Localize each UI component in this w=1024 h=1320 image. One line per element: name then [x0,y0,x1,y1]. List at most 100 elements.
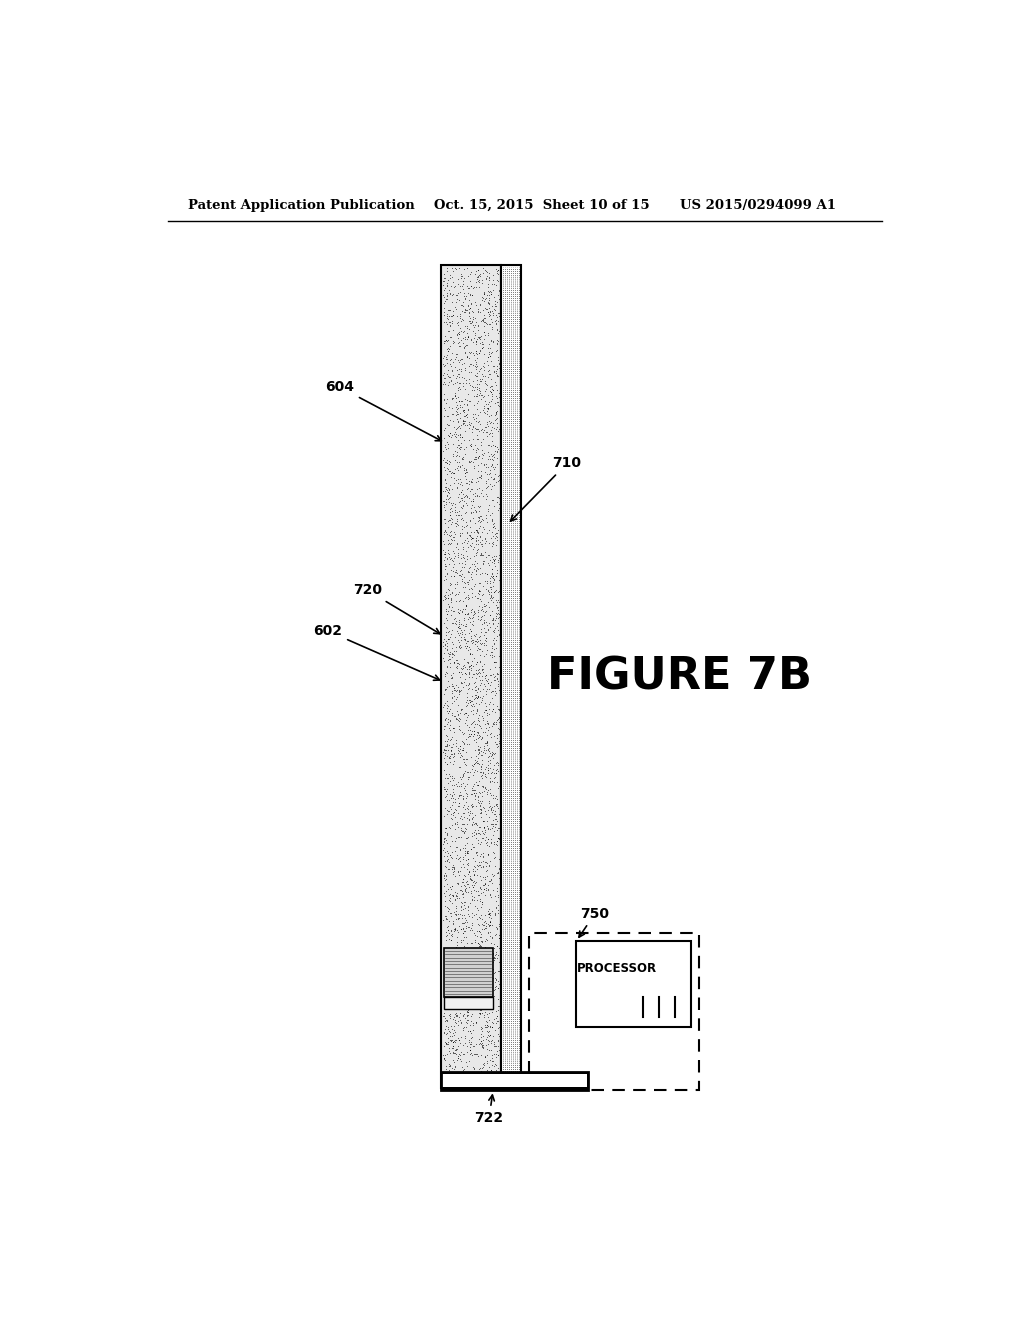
Point [458,370,474,391]
Point [435,1076,452,1097]
Point [486,1063,503,1084]
Point [438,825,455,846]
Point [445,527,462,548]
Point [489,391,506,412]
Point [470,511,486,532]
Point [438,630,455,651]
Point [455,290,471,312]
Point [472,1016,488,1038]
Point [435,346,452,367]
Point [436,845,453,866]
Point [487,813,504,834]
Point [453,993,469,1014]
Point [455,495,471,516]
Point [471,327,487,348]
Point [490,354,507,375]
Point [476,396,493,417]
Point [454,515,470,536]
Point [472,737,488,758]
Point [478,404,495,425]
Point [453,488,469,510]
Point [480,1071,497,1092]
Point [469,983,485,1005]
Point [484,562,501,583]
Point [453,817,469,838]
Point [464,796,480,817]
Point [456,458,472,479]
Point [476,735,493,756]
Point [450,583,466,605]
Point [436,718,453,739]
Point [487,972,504,993]
Point [478,733,495,754]
Point [478,416,495,437]
Point [476,952,493,973]
Point [449,708,465,729]
Point [441,876,458,898]
Point [459,708,475,729]
Point [473,371,489,392]
Point [482,675,499,696]
Point [437,624,454,645]
Point [451,331,467,352]
Point [463,883,479,904]
Point [462,471,478,492]
Point [467,796,483,817]
Point [446,561,463,582]
Point [471,770,487,791]
Point [447,952,464,973]
Point [436,459,453,480]
Point [472,265,488,286]
Point [484,317,501,338]
Point [468,341,484,362]
Point [441,498,458,519]
Point [475,817,492,838]
Point [478,804,495,825]
Point [445,921,462,942]
Point [462,524,478,545]
Point [451,376,467,397]
Point [442,521,459,543]
Point [483,952,500,973]
Point [486,545,503,566]
Point [444,717,461,738]
Point [457,301,473,322]
Point [487,375,504,396]
Point [469,343,485,364]
Point [441,583,458,605]
Point [487,890,504,911]
Point [436,428,453,449]
Point [435,1045,452,1067]
Point [478,833,495,854]
Point [487,392,504,413]
Point [481,904,498,925]
Point [457,913,473,935]
Point [478,374,495,395]
Point [435,631,452,652]
Point [469,739,485,760]
Point [466,601,482,622]
Point [458,469,474,490]
Point [468,502,484,523]
Point [440,300,457,321]
Point [449,701,465,722]
Point [438,983,455,1005]
Point [437,354,454,375]
Point [484,513,501,535]
Point [457,880,473,902]
Point [437,477,454,498]
Point [435,355,452,376]
Point [458,755,474,776]
Point [465,865,481,886]
Point [457,818,473,840]
Point [442,845,459,866]
Point [485,842,502,863]
Point [446,441,463,462]
Point [443,1018,460,1039]
Point [486,767,503,788]
Point [477,700,494,721]
Point [474,689,490,710]
Point [473,878,489,899]
Point [450,907,466,928]
Point [474,828,490,849]
